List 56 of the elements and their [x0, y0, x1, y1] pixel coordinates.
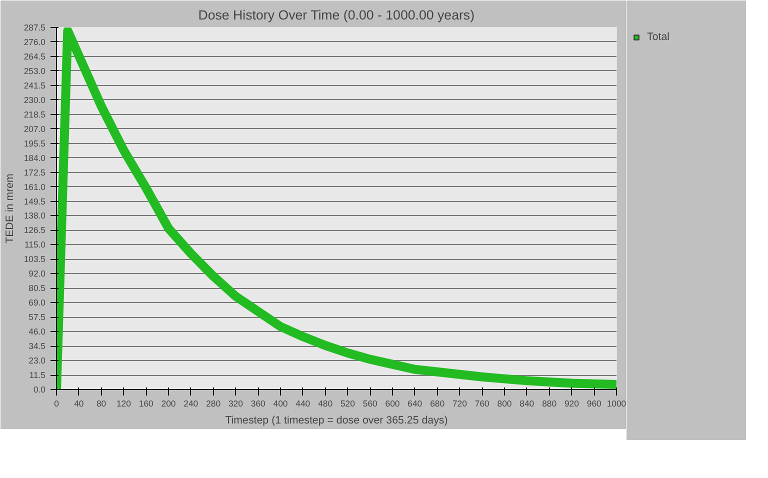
x-axis-title: Timestep (1 timestep = dose over 365.25 days) — [225, 414, 448, 426]
x-tick-label: 200 — [161, 398, 176, 408]
y-tick-label: 34.5 — [28, 341, 46, 352]
y-tick-label: 57.5 — [28, 312, 46, 322]
x-tick-label: 440 — [296, 398, 310, 408]
y-tick-label: 287.5 — [24, 22, 46, 32]
y-tick-label: 92.0 — [28, 268, 46, 279]
x-tick-label: 960 — [586, 398, 602, 408]
x-tick-label: 80 — [96, 398, 106, 408]
y-tick-label: 161.0 — [24, 182, 46, 192]
y-tick-label: 0.0 — [33, 384, 46, 394]
x-tick-label: 840 — [520, 398, 534, 408]
y-tick-label: 46.0 — [28, 326, 46, 337]
x-tick-label: 360 — [250, 398, 266, 408]
x-tick-label: 760 — [474, 398, 490, 408]
y-tick-label: 218.5 — [24, 109, 46, 120]
x-tick-label: 880 — [542, 398, 557, 408]
y-tick-label: 264.5 — [24, 51, 46, 62]
y-tick-label: 276.0 — [24, 36, 46, 47]
x-tick-label: 520 — [340, 398, 356, 408]
x-tick-label: 120 — [116, 398, 132, 408]
y-tick-label: 115.0 — [24, 240, 46, 250]
y-axis-title: TEDE in mrem — [4, 173, 16, 244]
x-tick-label: 640 — [408, 398, 422, 408]
x-tick-label: 240 — [184, 398, 198, 408]
y-tick-label: 126.5 — [24, 225, 46, 236]
x-tick-label: 720 — [452, 398, 468, 408]
x-tick-label: 680 — [430, 398, 445, 408]
y-tick-label: 207.0 — [24, 124, 46, 134]
y-tick-label: 230.0 — [24, 94, 46, 105]
x-tick-label: 400 — [273, 398, 288, 408]
y-tick-label: 184.0 — [24, 152, 46, 163]
y-tick-label: 241.5 — [24, 80, 46, 90]
x-tick-label: 320 — [228, 398, 244, 408]
x-tick-label: 280 — [206, 398, 221, 408]
x-tick-label: 1000 — [606, 398, 626, 408]
y-tick-label: 69.0 — [28, 298, 46, 308]
x-tick-label: 800 — [497, 398, 512, 408]
y-tick-label: 138.0 — [24, 210, 46, 221]
y-tick-label: 195.5 — [24, 138, 46, 148]
y-tick-label: 23.0 — [28, 356, 46, 366]
y-tick-label: 172.5 — [24, 167, 46, 178]
x-tick-label: 560 — [362, 398, 378, 408]
y-tick-label: 103.5 — [24, 254, 46, 264]
x-tick-label: 40 — [74, 398, 84, 408]
x-tick-label: 480 — [318, 398, 333, 408]
y-tick-label: 149.5 — [24, 196, 46, 206]
chart-title: Dose History Over Time (0.00 - 1000.00 years) — [198, 8, 475, 22]
legend-label: Total — [647, 31, 670, 43]
y-tick-label: 11.5 — [29, 370, 46, 380]
x-tick-label: 0 — [54, 398, 60, 408]
y-tick-label: 80.5 — [28, 283, 46, 294]
x-tick-label: 160 — [138, 398, 154, 408]
x-tick-label: 920 — [564, 398, 580, 408]
y-tick-label: 253.0 — [24, 66, 46, 76]
x-tick-label: 600 — [385, 398, 400, 408]
